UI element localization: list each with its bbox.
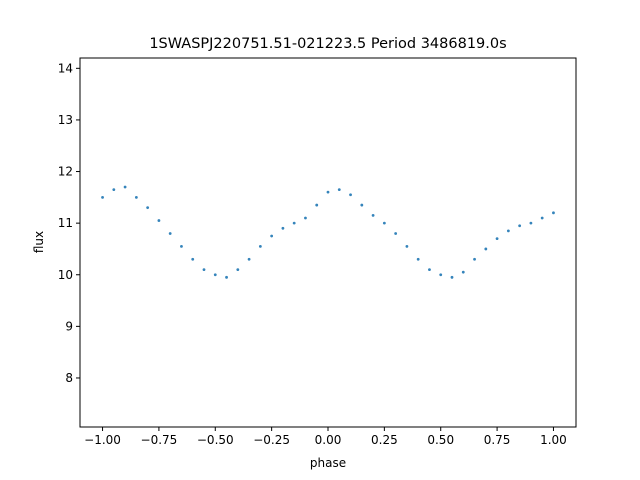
y-axis-label: flux [32, 231, 46, 253]
data-point [473, 257, 476, 261]
data-point [315, 203, 319, 207]
data-point [168, 232, 172, 235]
data-point [270, 234, 274, 238]
x-axis-label: phase [310, 456, 346, 470]
data-point [540, 216, 544, 220]
data-point [236, 268, 240, 271]
data-point [157, 219, 161, 222]
data-point [371, 214, 375, 217]
data-point [304, 216, 307, 220]
data-point [484, 247, 488, 251]
data-point [405, 244, 409, 248]
y-tick-label: 13 [58, 113, 73, 127]
y-tick-label: 9 [65, 319, 73, 333]
data-point [281, 226, 285, 230]
data-point [360, 203, 364, 207]
data-point [225, 275, 228, 279]
x-tick-label: −0.50 [197, 433, 234, 447]
x-tick-label: 0.00 [315, 433, 342, 447]
y-axis: 8 9 10 11 12 13 14 [58, 61, 80, 385]
data-point [213, 273, 217, 277]
data-point [349, 193, 352, 197]
chart-title: 1SWASPJ220751.51-021223.5 Period 3486819… [149, 36, 506, 52]
x-tick-label: 0.75 [484, 433, 511, 447]
x-tick-label: 0.25 [371, 433, 398, 447]
data-point [134, 195, 138, 199]
data-point [123, 185, 127, 189]
data-point [112, 188, 116, 192]
data-point [247, 257, 251, 261]
data-point [394, 232, 398, 235]
data-point [202, 268, 206, 271]
y-tick-label: 11 [58, 216, 73, 230]
data-point [382, 221, 386, 225]
y-tick-label: 12 [58, 165, 73, 179]
data-point [258, 244, 262, 248]
x-axis: −1.00 −0.75 −0.50 −0.25 0.00 0.25 0.50 0.75 1.00 [84, 427, 567, 447]
data-point [292, 221, 296, 225]
x-tick-label: −0.75 [141, 433, 178, 447]
x-tick-label: 0.50 [427, 433, 454, 447]
data-point [101, 195, 104, 199]
data-point [428, 268, 431, 271]
data-point [518, 224, 522, 228]
y-tick-label: 14 [58, 61, 73, 75]
y-tick-label: 8 [65, 371, 73, 385]
data-point [461, 270, 465, 274]
data-point [495, 237, 499, 241]
x-tick-label: −1.00 [84, 433, 121, 447]
data-point [337, 188, 341, 192]
x-tick-label: −0.25 [253, 433, 290, 447]
data-point [506, 229, 510, 233]
x-tick-label: 1.00 [540, 433, 567, 447]
data-point [191, 257, 195, 261]
data-point [450, 275, 454, 279]
data-point [180, 244, 183, 248]
data-point [326, 190, 330, 194]
data-point [146, 206, 150, 210]
data-point [552, 211, 555, 215]
data-point [416, 257, 420, 261]
y-tick-label: 10 [58, 268, 73, 282]
data-point [529, 221, 533, 225]
data-point [439, 273, 443, 277]
data-points [101, 185, 555, 279]
